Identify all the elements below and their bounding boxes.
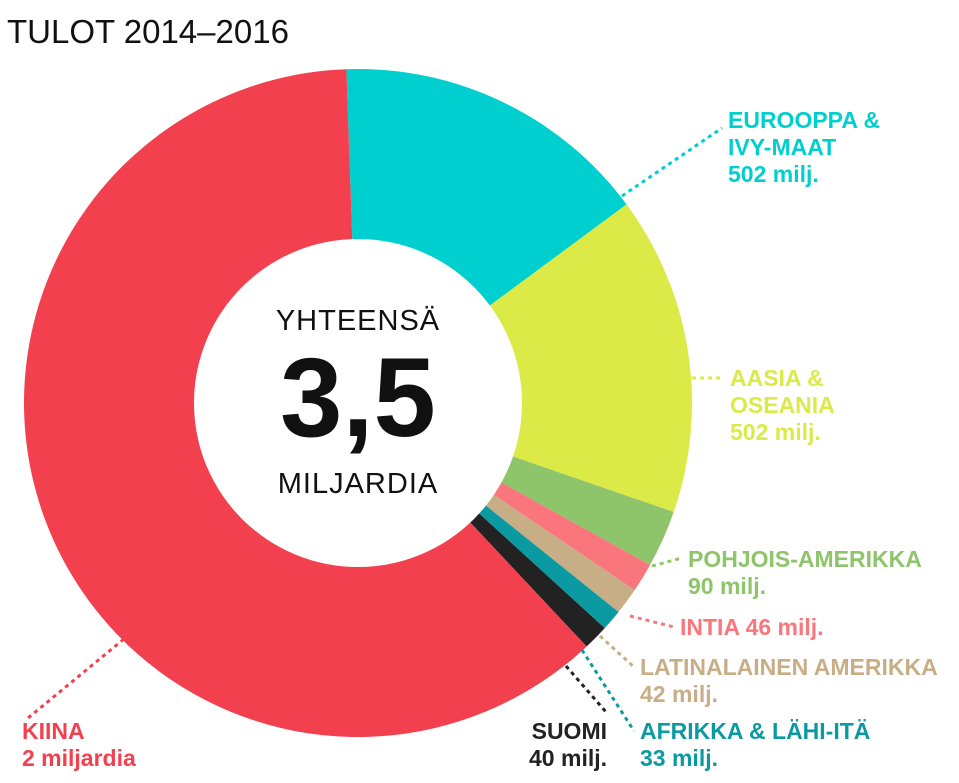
donut-hole	[194, 239, 522, 567]
label-eurooppa: EUROOPPA & IVY-MAAT 502 milj.	[728, 107, 880, 187]
slice-labels: EUROOPPA & IVY-MAAT 502 milj. AASIA & OSEANI…	[22, 107, 938, 771]
label-suomi: SUOMI 40 milj.	[529, 718, 607, 771]
slice-aasia	[358, 204, 692, 512]
label-intia: INTIA 46 milj.	[680, 614, 824, 640]
label-aasia: AASIA & OSEANIA 502 milj.	[730, 365, 835, 445]
center-total-value: 3,5	[280, 335, 436, 460]
label-pohjois: POHJOIS-AMERIKKA 90 milj.	[688, 546, 922, 599]
leader-intia	[629, 614, 675, 629]
leader-kiina	[27, 632, 131, 720]
leader-eurooppa	[621, 126, 723, 198]
center-total-unit: MILJARDIA	[278, 468, 438, 500]
leader-pohjois	[651, 556, 683, 568]
center-total-label: YHTEENSÄ	[276, 305, 440, 337]
leader-lines	[27, 126, 724, 732]
leader-latina	[598, 634, 636, 669]
label-kiina: KIINA 2 miljardia	[22, 718, 136, 771]
label-afrikka: AFRIKKA & LÄHI-ITÄ 33 milj.	[640, 718, 870, 771]
leader-afrikka	[580, 649, 636, 732]
chart-title: TULOT 2014–2016	[7, 13, 289, 50]
label-latina: LATINALAINEN AMERIKKA 42 milj.	[640, 654, 938, 707]
leader-suomi	[564, 665, 608, 713]
